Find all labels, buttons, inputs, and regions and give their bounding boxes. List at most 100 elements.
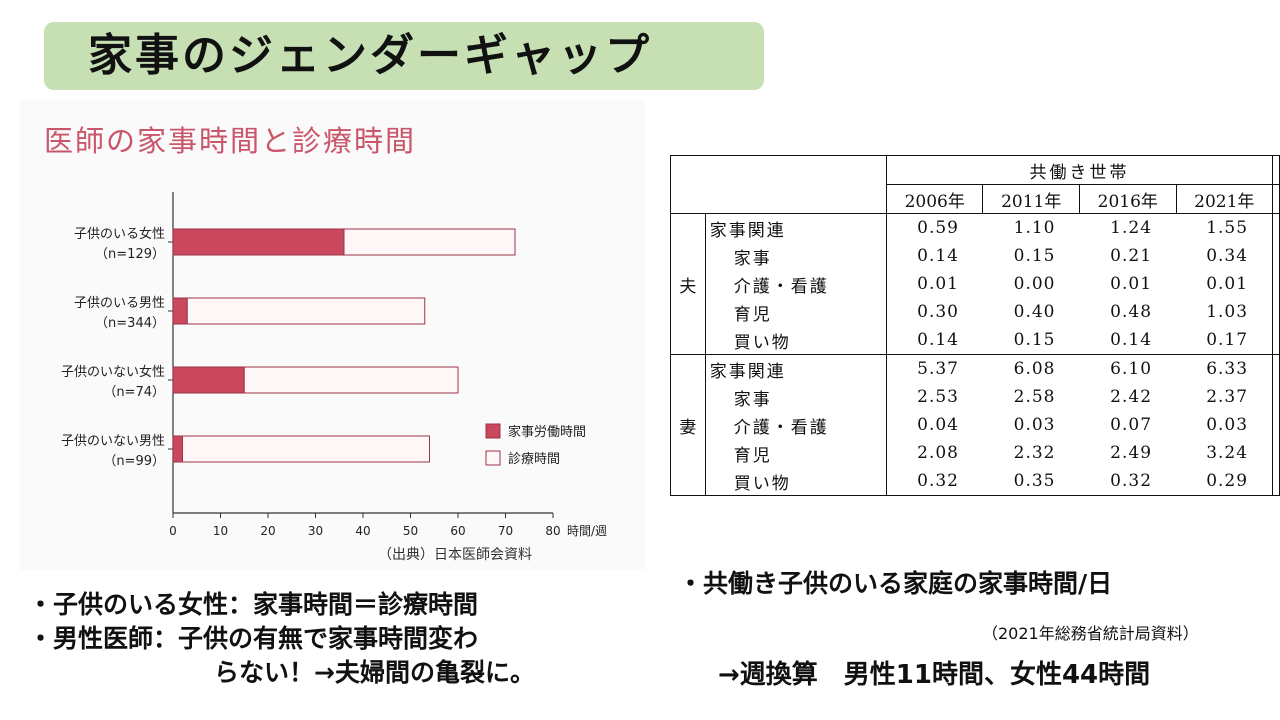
x-tick-label: 70 — [498, 524, 513, 538]
table-value-cell: 2.58 — [1013, 387, 1056, 407]
table-value-cell: 5.37 — [885, 354, 983, 383]
x-tick-label: 40 — [355, 524, 370, 538]
table-edge-cell — [1272, 354, 1280, 383]
table-row: 買い物 0.14 0.15 0.14 0.17 — [671, 326, 1280, 355]
table-value-cell: 0.03 — [1206, 415, 1249, 435]
table-value-cell: 6.08 — [982, 354, 1080, 383]
table-value-cell: 0.14 — [1079, 326, 1177, 355]
category-count: （n=99） — [103, 454, 165, 469]
table-value-cell: 0.48 — [1110, 302, 1153, 322]
table-value-cell: 0.01 — [885, 270, 983, 298]
x-tick-label: 10 — [213, 524, 228, 538]
table-value-cell: 0.14 — [885, 326, 983, 355]
table-value-cell: 0.14 — [885, 242, 983, 270]
bar-chart: 0 10 20 30 40 50 60 70 80 時間/週 子供のいる女性 （n=129） 子供のいる… — [61, 192, 607, 538]
x-tick-label: 50 — [403, 524, 418, 538]
table-row: 家事 0.14 0.15 0.21 0.34 — [671, 242, 1280, 270]
right-bullet: ・共働き子供のいる家庭の家事時間/日 — [678, 569, 1113, 598]
table-edge-cell — [1272, 383, 1280, 411]
table-edge-cell — [1272, 184, 1280, 214]
table-value-cell: 2.49 — [1110, 443, 1153, 463]
category-label: 子供のいる女性 — [74, 226, 165, 242]
category-label: 子供のいる男性 — [74, 296, 165, 311]
table-value-cell: 0.07 — [1110, 415, 1153, 435]
table-edge-cell — [1272, 326, 1280, 355]
row-item-label: 家事 — [704, 383, 887, 411]
x-tick-label: 20 — [260, 524, 275, 538]
table-edge-cell — [1272, 155, 1280, 185]
table-group-header: 共働き世帯 — [885, 155, 1273, 185]
table-value-cell: 0.32 — [885, 467, 983, 496]
table-value-cell: 0.29 — [1176, 467, 1273, 496]
row-item-label: 介護・看護 — [704, 411, 887, 439]
row-item-label: 買い物 — [704, 326, 887, 355]
chart-title: 医師の家事時間と診療時間 — [44, 124, 417, 158]
table-value-cell: 1.24 — [1079, 213, 1177, 242]
table-value-cell: 0.34 — [1206, 246, 1249, 266]
table-value-cell: 1.03 — [1206, 302, 1249, 322]
table-edge-cell — [1272, 467, 1280, 496]
table-value-cell: 6.33 — [1176, 354, 1273, 383]
table-value-cell: 0.32 — [1079, 467, 1177, 496]
bar-housework — [172, 297, 188, 325]
left-bullets: ・子供のいる女性：家事時間＝診療時間 ・男性医師：子供の有無で家事時間変わ らな… — [28, 588, 535, 690]
year-header: 2011年 — [982, 184, 1080, 214]
year-header: 2021年 — [1175, 184, 1274, 214]
legend-swatch-housework — [485, 423, 501, 439]
table-row: 介護・看護 0.01 0.00 0.01 0.01 — [671, 270, 1280, 298]
table-value-cell: 3.24 — [1206, 443, 1249, 463]
table-value-cell: 0.35 — [982, 467, 1080, 496]
table-year-row: 2006年 2011年 2016年 2021年 — [671, 184, 1280, 214]
table-value-cell: 0.04 — [885, 411, 983, 439]
category-count: （n=129） — [95, 247, 165, 262]
legend-swatch-practice — [485, 450, 501, 466]
table-edge-cell — [1272, 242, 1280, 270]
table-value-cell: 0.30 — [885, 298, 983, 326]
table-header-group-row: 共働き世帯 — [670, 155, 1280, 214]
category-count: （n=344） — [95, 316, 165, 331]
row-item-label: 家事関連 — [704, 354, 887, 383]
table-row: 家事 2.53 2.58 2.42 2.37 — [671, 383, 1280, 411]
table-row: 介護・看護 0.04 0.03 0.07 0.03 — [671, 411, 1280, 439]
title-banner — [44, 22, 764, 90]
table-edge-cell — [1272, 439, 1280, 467]
table-value-cell: 2.08 — [885, 439, 983, 467]
table-value-cell: 0.21 — [1110, 246, 1153, 266]
housework-table: 共働き世帯 2006年 2011年 2016年 2021年 夫家事関連 0.59 1… — [670, 155, 1280, 496]
table-value-cell: 0.01 — [1206, 274, 1249, 294]
table-value-cell: 0.17 — [1176, 326, 1273, 355]
weekly-conversion: →週換算 男性11時間、女性44時間 — [718, 660, 1151, 690]
row-item-label: 介護・看護 — [704, 270, 887, 298]
category-label: 子供のいない女性 — [61, 364, 165, 380]
table-value-cell: 0.59 — [885, 213, 983, 242]
category-count: （n=74） — [103, 385, 165, 400]
row-item-label: 家事 — [704, 242, 887, 270]
table-value-cell: 2.53 — [885, 383, 983, 411]
group-label: 妻 — [670, 354, 706, 496]
chart-source: （出典）日本医師会資料 — [378, 547, 532, 563]
table-value-cell: 0.15 — [1013, 246, 1056, 266]
year-header: 2006年 — [885, 184, 984, 214]
bar-practice — [182, 435, 430, 463]
table-value-cell: 2.32 — [1013, 443, 1056, 463]
table-value-cell: 0.03 — [1013, 415, 1056, 435]
bar-housework — [172, 366, 245, 394]
row-item-label: 家事関連 — [704, 213, 887, 242]
table-value-cell: 1.55 — [1176, 213, 1273, 242]
x-tick-label: 80 — [545, 524, 560, 538]
table-row: 買い物 0.32 0.35 0.32 0.29 — [671, 467, 1280, 496]
bullet-male-doctors-cont: らない！→夫婦間の亀裂に。 — [214, 658, 535, 687]
bullet-women-with-children: ・子供のいる女性：家事時間＝診療時間 — [28, 590, 479, 619]
right-source: （2021年総務省統計局資料） — [982, 624, 1199, 643]
table-value-cell: 0.40 — [1013, 302, 1056, 322]
table-value-cell: 0.01 — [1110, 274, 1153, 294]
table-edge-cell — [1272, 270, 1280, 298]
year-header: 2016年 — [1079, 184, 1177, 214]
row-item-label: 育児 — [704, 439, 887, 467]
x-axis-label: 時間/週 — [567, 524, 607, 538]
chart-background — [20, 100, 645, 570]
row-item-label: 買い物 — [704, 467, 887, 496]
table-value-cell: 2.37 — [1206, 387, 1249, 407]
table-edge-cell — [1272, 298, 1280, 326]
x-tick-label: 0 — [169, 524, 177, 538]
